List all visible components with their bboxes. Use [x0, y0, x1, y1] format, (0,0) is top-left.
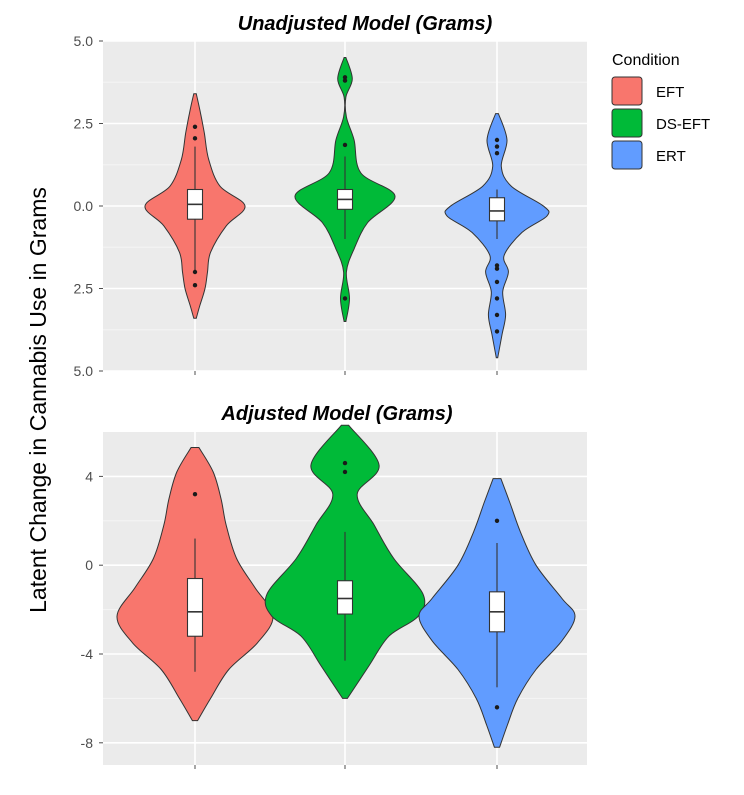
outlier-point: [192, 124, 198, 129]
outlier-point: [192, 491, 198, 497]
legend-label-ds-eft: DS-EFT: [656, 116, 710, 133]
legend-items: EFT DS-EFT ERT: [611, 76, 710, 170]
panel-adjusted-title: Adjusted Model (Grams): [220, 403, 452, 425]
outlier-point: [342, 142, 348, 148]
outlier-point: [494, 705, 500, 710]
legend-label-ert: ERT: [656, 148, 686, 165]
y-tick-label: 0: [85, 557, 93, 573]
outlier-point: [342, 296, 348, 301]
y-tick-label: -8: [81, 735, 94, 751]
panel-unadjusted-x-ticks: [194, 371, 498, 375]
outlier-point: [494, 518, 500, 523]
y-tick-label: 2.5: [74, 116, 94, 132]
outlier-point: [192, 136, 198, 141]
legend-swatch-eft: [611, 76, 643, 106]
panel-adjusted: 4 0 -4 -8 Adjusted Model (Grams): [81, 403, 587, 769]
legend-swatch-ds-eft: [611, 108, 643, 138]
y-tick-label: 2.5: [74, 281, 94, 297]
panel-unadjusted-y-ticks: 5.0 2.5 0.0 2.5 5.0: [74, 33, 103, 379]
outlier-point: [494, 263, 500, 268]
legend-title: Condition: [612, 52, 680, 69]
y-tick-label: 5.0: [74, 33, 94, 49]
legend-label-eft: EFT: [656, 84, 684, 101]
outlier-point: [342, 78, 348, 83]
outlier-point: [192, 283, 198, 288]
legend-swatch-ert: [611, 140, 643, 170]
panel-adjusted-y-ticks: 4 0 -4 -8: [81, 468, 103, 751]
legend: Condition EFT DS-EFT ERT: [611, 52, 710, 170]
y-tick-label: 0.0: [74, 198, 94, 214]
outlier-point: [494, 144, 500, 149]
y-tick-label: 5.0: [74, 363, 94, 379]
outlier-point: [494, 329, 500, 334]
box: [336, 580, 354, 615]
outlier-point: [342, 469, 348, 475]
outlier-point: [494, 296, 500, 301]
outlier-point: [342, 460, 348, 466]
outlier-point: [192, 269, 198, 275]
panel-unadjusted: 5.0 2.5 0.0 2.5 5.0 Unadjusted Model (Grams): [74, 13, 587, 379]
outlier-point: [494, 266, 500, 271]
outlier-point: [494, 312, 500, 318]
y-axis-label: Latent Change in Cannabis Use in Grams: [25, 187, 51, 613]
y-tick-label: -4: [81, 646, 94, 662]
outlier-point: [494, 137, 500, 143]
panel-unadjusted-title: Unadjusted Model (Grams): [238, 13, 493, 35]
outlier-point: [494, 151, 500, 156]
box: [186, 577, 204, 637]
panel-adjusted-x-ticks: [194, 765, 498, 769]
panel-unadjusted-violins: [144, 57, 550, 359]
outlier-point: [494, 279, 500, 285]
box: [488, 197, 506, 222]
panel-adjusted-violins: [116, 424, 576, 748]
y-tick-label: 4: [85, 468, 93, 484]
outlier-point: [342, 75, 348, 80]
